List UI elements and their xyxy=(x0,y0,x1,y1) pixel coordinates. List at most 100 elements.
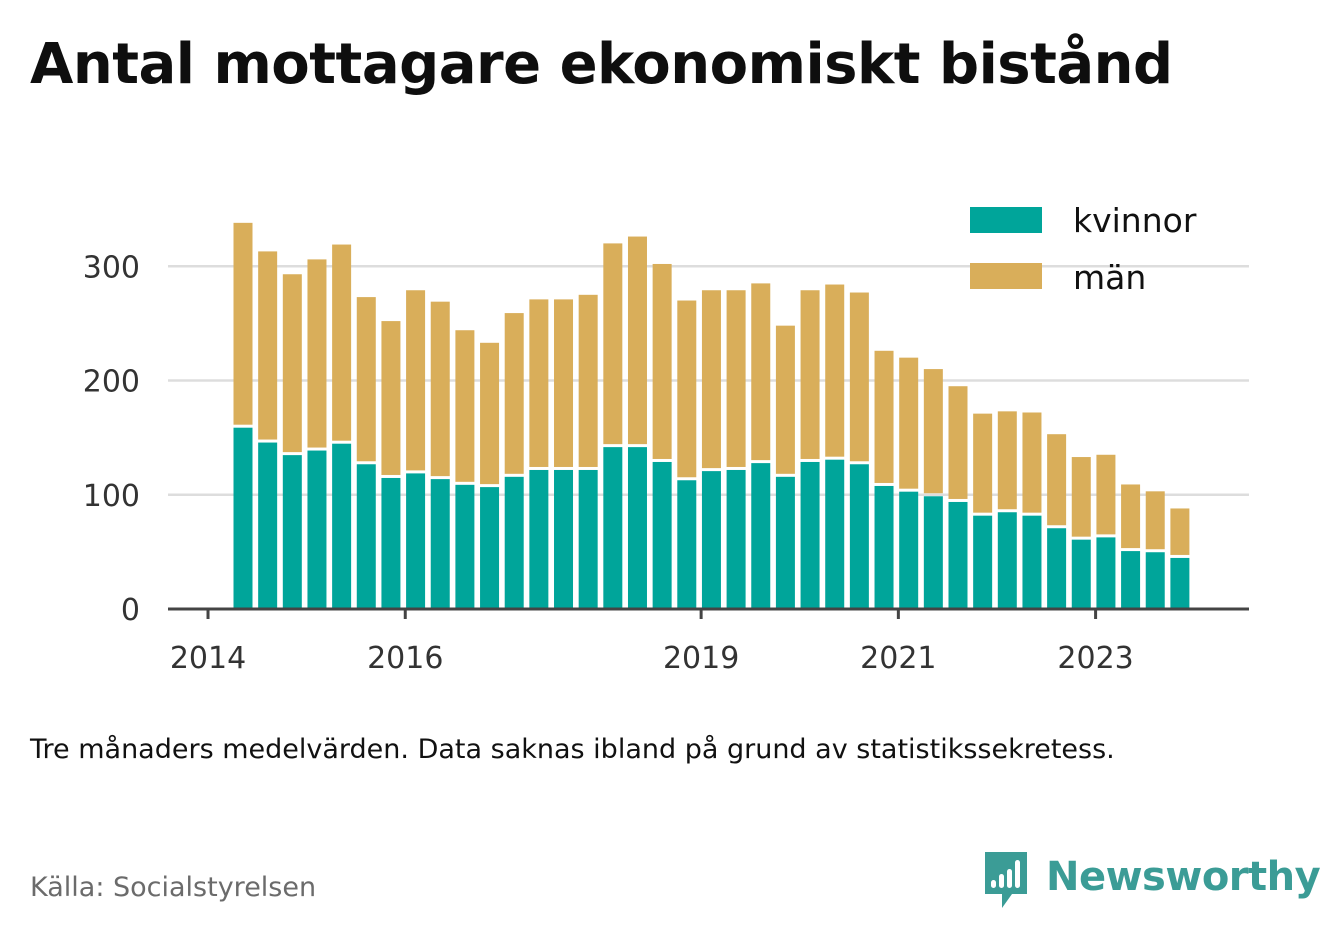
bar-kvinnor-2016q2 xyxy=(430,479,450,609)
y-tick-label-0: 0 xyxy=(121,593,140,628)
y-tick-label-100: 100 xyxy=(83,479,140,514)
chart-note: Tre månaders medelvärden. Data saknas ib… xyxy=(30,734,1115,765)
bar-man-2021q2 xyxy=(923,369,943,494)
bar-man-2017q3 xyxy=(554,299,574,467)
bar-man-2021q3 xyxy=(948,386,968,499)
bar-kvinnor-2018q2 xyxy=(627,447,647,609)
y-tick-label-200: 200 xyxy=(83,365,140,400)
bar-man-2021q4 xyxy=(973,413,993,513)
bar-kvinnor-2022q4 xyxy=(1071,539,1091,609)
legend-swatch-man xyxy=(970,263,1042,289)
y-tick-label-300: 300 xyxy=(83,250,140,285)
bar-kvinnor-2017q1 xyxy=(504,476,524,609)
bar-kvinnor-2015q3 xyxy=(356,464,376,609)
x-tick-label-2016: 2016 xyxy=(367,641,443,676)
bar-man-2018q1 xyxy=(603,243,623,445)
bar-kvinnor-2019q4 xyxy=(775,476,795,609)
bar-man-2020q3 xyxy=(849,292,869,462)
bar-man-2015q1 xyxy=(307,259,327,448)
bar-kvinnor-2020q1 xyxy=(800,461,820,609)
bar-kvinnor-2023q2 xyxy=(1121,551,1141,609)
x-tick-label-2021: 2021 xyxy=(860,641,936,676)
stacked-bar-chart: 0 100 200 300 2014 2016 2019 2021 2023 kvinnor … xyxy=(83,201,1249,676)
bar-kvinnor-2021q4 xyxy=(973,515,993,609)
bar-man-2023q3 xyxy=(1145,491,1165,550)
bar-man-2018q3 xyxy=(652,263,672,459)
bar-kvinnor-2019q3 xyxy=(751,463,771,609)
bar-man-2018q2 xyxy=(627,236,647,445)
bar-man-2014q4 xyxy=(282,274,302,453)
bar-kvinnor-2022q1 xyxy=(997,512,1017,609)
x-axis xyxy=(168,607,1249,619)
bar-man-2019q3 xyxy=(751,283,771,461)
bar-man-2022q3 xyxy=(1047,434,1067,526)
bar-man-2014q3 xyxy=(258,251,278,440)
bar-kvinnor-2014q4 xyxy=(282,455,302,609)
bar-man-2017q2 xyxy=(529,299,549,467)
bar-man-2016q2 xyxy=(430,301,450,477)
bar-kvinnor-2015q1 xyxy=(307,450,327,609)
bar-kvinnor-2020q3 xyxy=(849,464,869,609)
bar-kvinnor-2019q1 xyxy=(701,471,721,609)
bar-kvinnor-2020q4 xyxy=(874,485,894,609)
source-text: Källa: Socialstyrelsen xyxy=(30,872,317,903)
bar-kvinnor-2015q4 xyxy=(381,477,401,609)
legend-swatch-kvinnor xyxy=(970,207,1042,233)
bar-man-2015q3 xyxy=(356,297,376,462)
bar-man-2023q1 xyxy=(1096,454,1116,535)
bar-kvinnor-2017q2 xyxy=(529,469,549,609)
bar-man-2021q1 xyxy=(899,357,919,489)
bar-kvinnor-2017q4 xyxy=(578,469,598,609)
bars xyxy=(233,222,1190,609)
bar-man-2019q2 xyxy=(726,290,746,467)
chart-title: Antal mottagare ekonomiskt bistånd xyxy=(30,32,1173,97)
newsworthy-logo: Newsworthy xyxy=(982,848,1321,912)
brand-name: Newsworthy xyxy=(1046,854,1321,900)
x-tick-label-2019: 2019 xyxy=(663,641,739,676)
bar-kvinnor-2015q2 xyxy=(332,443,352,609)
bar-kvinnor-2021q1 xyxy=(899,491,919,609)
x-tick-label-2014: 2014 xyxy=(170,641,246,676)
bar-kvinnor-2022q2 xyxy=(1022,515,1042,609)
bar-kvinnor-2016q1 xyxy=(406,473,426,609)
chart-legend: kvinnor män xyxy=(970,201,1197,297)
bar-man-2018q4 xyxy=(677,300,697,478)
bar-man-2017q1 xyxy=(504,313,524,474)
bar-man-2020q4 xyxy=(874,350,894,483)
bar-man-2019q4 xyxy=(775,325,795,474)
x-axis-tick-labels: 2014 2016 2019 2021 2023 xyxy=(170,641,1134,676)
x-tick-label-2023: 2023 xyxy=(1057,641,1133,676)
legend-label-man: män xyxy=(1073,258,1146,297)
bar-kvinnor-2019q2 xyxy=(726,469,746,609)
bar-kvinnor-2016q4 xyxy=(480,487,500,609)
bar-man-2022q1 xyxy=(997,411,1017,510)
bar-man-2014q2 xyxy=(233,222,253,425)
bar-man-2022q2 xyxy=(1022,412,1042,513)
bar-kvinnor-2023q1 xyxy=(1096,537,1116,609)
bar-kvinnor-2014q2 xyxy=(233,427,253,609)
bar-kvinnor-2020q2 xyxy=(825,459,845,609)
bar-man-2023q4 xyxy=(1170,508,1190,555)
bar-man-2019q1 xyxy=(701,290,721,469)
bar-kvinnor-2017q3 xyxy=(554,469,574,609)
bar-kvinnor-2023q3 xyxy=(1145,552,1165,609)
bar-kvinnor-2022q3 xyxy=(1047,528,1067,609)
bar-man-2016q3 xyxy=(455,330,475,482)
bar-man-2023q2 xyxy=(1121,484,1141,549)
y-axis-tick-labels: 0 100 200 300 xyxy=(83,250,140,628)
bar-man-2022q4 xyxy=(1071,457,1091,537)
bar-kvinnor-2018q4 xyxy=(677,480,697,609)
bar-kvinnor-2018q3 xyxy=(652,461,672,609)
bar-man-2017q4 xyxy=(578,294,598,467)
bar-man-2016q1 xyxy=(406,290,426,471)
bar-kvinnor-2021q3 xyxy=(948,501,968,609)
bar-man-2015q2 xyxy=(332,244,352,441)
bar-kvinnor-2021q2 xyxy=(923,496,943,609)
bar-kvinnor-2014q3 xyxy=(258,442,278,609)
bar-man-2020q1 xyxy=(800,290,820,459)
bar-kvinnor-2016q3 xyxy=(455,484,475,609)
bar-man-2016q4 xyxy=(480,342,500,485)
bar-kvinnor-2018q1 xyxy=(603,447,623,609)
bar-man-2020q2 xyxy=(825,284,845,457)
bar-kvinnor-2023q4 xyxy=(1170,557,1190,609)
